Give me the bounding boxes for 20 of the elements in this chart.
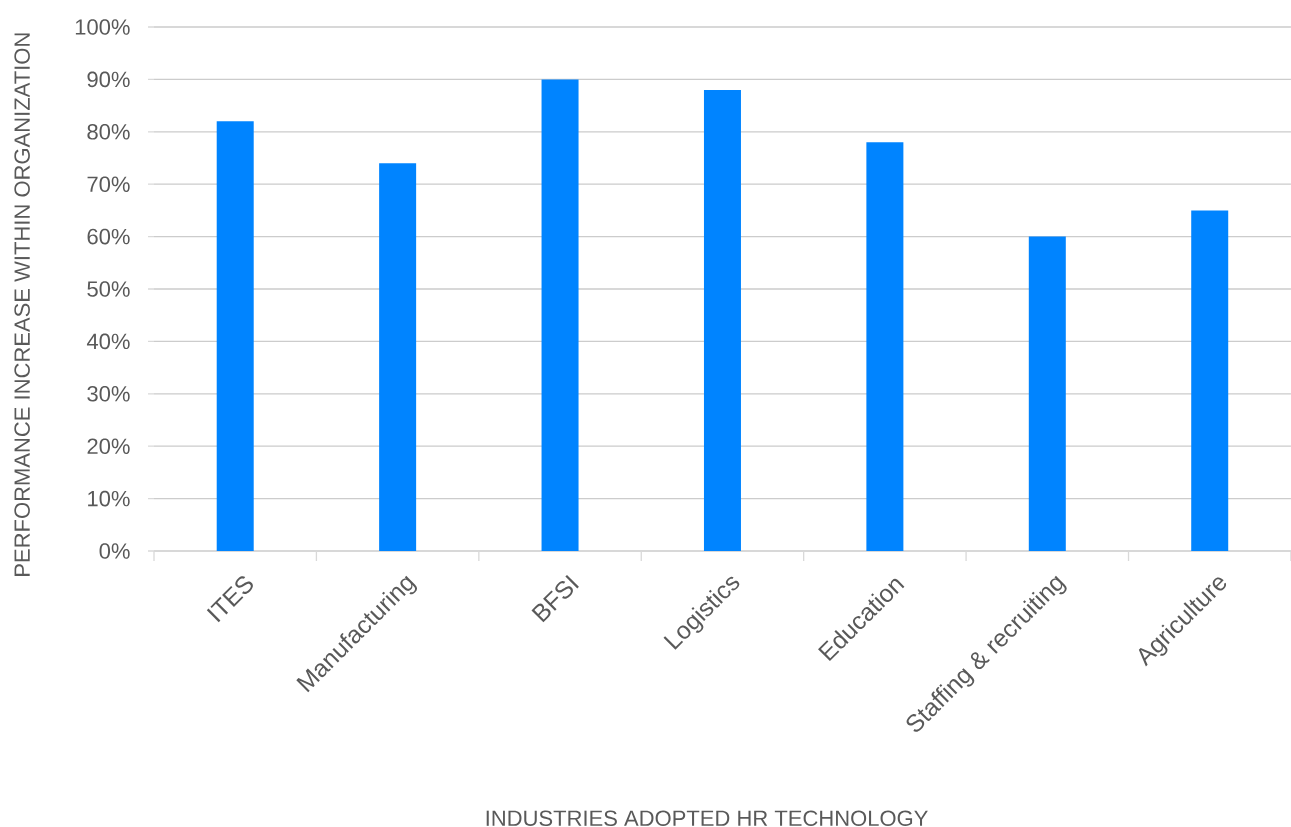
y-axis-title: PERFORMANCE INCREASE WITHIN ORGANIZATION [14, 33, 30, 576]
y-tick-label: 10% [88, 490, 130, 507]
y-tick-label: 100% [75, 19, 130, 35]
y-tick-label: 50% [87, 281, 130, 297]
y-tick-label: 40% [86, 333, 130, 350]
bar [866, 142, 904, 551]
bar [703, 89, 741, 551]
bar [379, 163, 417, 551]
y-tick-label: 80% [87, 124, 130, 140]
y-tick-label: 20% [87, 438, 130, 454]
y-tick-label: 60% [87, 228, 130, 245]
bar [541, 79, 579, 551]
bar [216, 121, 254, 551]
y-tick-label: 0% [99, 543, 130, 559]
y-tick-label: 30% [87, 386, 130, 402]
y-tick-label: 90% [87, 71, 130, 88]
bar [1191, 210, 1229, 551]
x-axis-title: INDUSTRIES ADOPTED HR TECHNOLOGY [486, 810, 928, 827]
bar [1028, 236, 1066, 551]
y-tick-label: 70% [87, 176, 130, 192]
